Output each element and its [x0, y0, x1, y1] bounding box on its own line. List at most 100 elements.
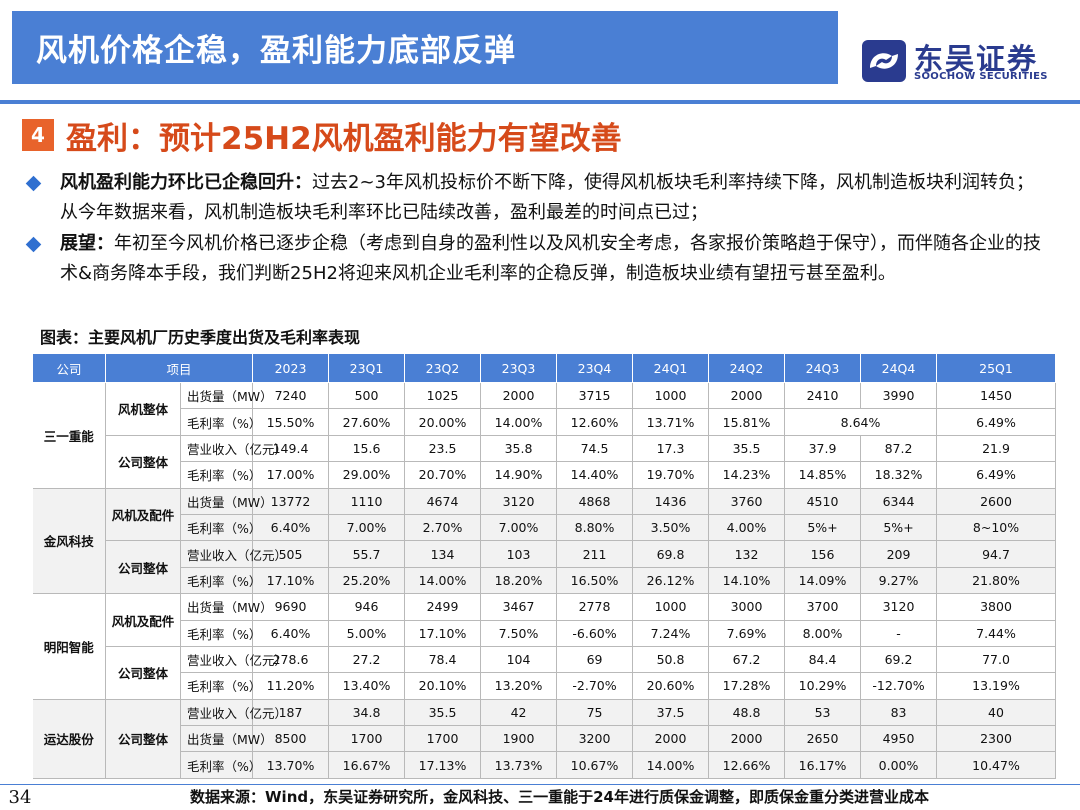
item-cell: 营业收入（亿元）: [179, 434, 287, 463]
col-header: 23Q2: [404, 353, 482, 383]
value-cell: 3700: [784, 593, 862, 621]
value-cell: 67.2: [708, 645, 786, 674]
value-cell: 69.8: [632, 540, 710, 568]
table-row: 毛利率（%） 15.50% 27.60% 20.00% 14.00% 12.60…: [33, 408, 1056, 436]
value-cell: 13.40%: [328, 672, 406, 700]
figure-title: 图表：主要风机厂历史季度出货及毛利率表现: [40, 328, 361, 347]
value-cell: 15.6: [328, 434, 406, 463]
bullet-lead: 风机盈利能力环比已企稳回升：: [60, 172, 312, 193]
value-cell: 3200: [556, 725, 634, 753]
table-row: 运达股份 公司整体 营业收入（亿元） 187 34.8 35.5 42 75 3…: [32, 698, 1056, 779]
value-cell: 1700: [404, 725, 482, 753]
value-cell: 17.10%: [252, 566, 330, 595]
item-cell: 出货量（MW）: [179, 593, 273, 621]
value-cell: -12.70%: [860, 672, 938, 700]
item-cell: 毛利率（%）: [179, 408, 261, 436]
company-cell: 三一重能: [32, 382, 106, 489]
value-cell: 12.60%: [556, 408, 634, 436]
table-row: 三一重能 风机整体 出货量（MW） 7240 500 1025 2000 371…: [32, 381, 1056, 489]
col-header: 24Q1: [632, 353, 710, 383]
value-cell: 69.2: [860, 645, 938, 674]
value-cell: 75: [556, 698, 634, 727]
value-cell: 15.81%: [708, 408, 786, 436]
value-cell: 20.60%: [632, 672, 710, 700]
company-cell: 明阳智能: [32, 593, 106, 700]
value-cell: 18.20%: [480, 566, 558, 595]
col-header: 24Q3: [784, 353, 862, 383]
value-cell: 4674: [404, 487, 482, 515]
value-cell: 74.5: [556, 434, 634, 463]
logo-text-en: SOOCHOW SECURITIES: [914, 71, 1048, 82]
col-header: 23Q1: [328, 353, 406, 383]
item-cell: 营业收入（亿元）: [179, 645, 287, 674]
col-header: 24Q2: [708, 353, 786, 383]
value-cell: 1000: [632, 593, 710, 621]
value-cell: 53: [784, 698, 862, 727]
value-cell: 3120: [480, 487, 558, 515]
table-row: 毛利率（%） 6.40% 5.00% 17.10% 7.50% -6.60% 7…: [33, 619, 1056, 647]
value-cell: 8~10%: [936, 513, 1056, 542]
value-cell: 20.00%: [404, 408, 482, 436]
value-cell: 13.20%: [480, 672, 558, 700]
value-cell: 13772: [252, 487, 330, 515]
value-cell: 7240: [252, 381, 330, 410]
table-row: 毛利率（%） 6.40% 7.00% 2.70% 7.00% 8.80% 3.5…: [33, 513, 1056, 542]
value-cell: 35.5: [404, 698, 482, 727]
section-title: 盈利：预计25H2风机盈利能力有望改善: [66, 121, 622, 157]
value-cell: 3467: [480, 593, 558, 621]
value-cell: 14.00%: [480, 408, 558, 436]
value-cell: 505: [252, 540, 330, 568]
value-cell: 69: [556, 645, 634, 674]
item-cell: 营业收入（亿元）: [179, 698, 287, 727]
value-cell: -2.70%: [556, 672, 634, 700]
value-cell: 42: [480, 698, 558, 727]
title-bar: 风机价格企稳，盈利能力底部反弹: [12, 11, 838, 84]
value-cell: 14.90%: [480, 461, 558, 489]
footer-background: [40, 785, 1080, 810]
value-cell: 3990: [860, 381, 938, 410]
value-cell: 78.4: [404, 645, 482, 674]
item-cell: 毛利率（%）: [179, 513, 261, 542]
value-cell: 3000: [708, 593, 786, 621]
value-cell: 7.69%: [708, 619, 786, 647]
value-cell: 0.00%: [860, 751, 938, 779]
value-cell: 40: [936, 698, 1056, 727]
item-cell: 毛利率（%）: [179, 619, 261, 647]
value-cell: 29.00%: [328, 461, 406, 489]
value-cell: 1000: [632, 381, 710, 410]
table-row: 公司整体 营业收入（亿元） 505 55.7 134 103 211 69.8 …: [33, 540, 1056, 595]
value-cell: 7.00%: [328, 513, 406, 542]
table-row: 公司整体 营业收入（亿元） 149.4 15.6 23.5 35.8 74.5 …: [33, 434, 1056, 489]
value-cell: 16.17%: [784, 751, 862, 779]
company-cell: 运达股份: [32, 698, 106, 779]
segment-cell: 公司整体: [105, 645, 181, 700]
value-cell: 25.20%: [328, 566, 406, 595]
value-cell: 7.00%: [480, 513, 558, 542]
value-cell: 35.8: [480, 434, 558, 463]
table-row: 金风科技 风机及配件 出货量（MW） 13772 1110 4674 3120 …: [32, 487, 1056, 595]
value-cell: 17.3: [632, 434, 710, 463]
value-cell: 13.73%: [480, 751, 558, 779]
segment-cell: 风机及配件: [105, 487, 181, 542]
col-header: 23Q3: [480, 353, 558, 383]
value-cell: 18.32%: [860, 461, 938, 489]
value-cell: 3.50%: [632, 513, 710, 542]
page-number: 34: [0, 785, 40, 810]
value-cell: 12.66%: [708, 751, 786, 779]
value-cell: 2410: [784, 381, 862, 410]
value-cell: 5%+: [784, 513, 862, 542]
value-cell: 55.7: [328, 540, 406, 568]
value-cell: 3800: [936, 593, 1056, 621]
value-cell: 8.80%: [556, 513, 634, 542]
table-row: 毛利率（%） 13.70% 16.67% 17.13% 13.73% 10.67…: [33, 751, 1056, 779]
value-cell: 17.00%: [252, 461, 330, 489]
value-cell: 1900: [480, 725, 558, 753]
value-cell: 132: [708, 540, 786, 568]
value-cell: 14.10%: [708, 566, 786, 595]
item-cell: 毛利率（%）: [179, 751, 261, 779]
value-cell: 20.70%: [404, 461, 482, 489]
table-row: 毛利率（%） 11.20% 13.40% 20.10% 13.20% -2.70…: [33, 672, 1056, 700]
value-cell: 5%+: [860, 513, 938, 542]
value-cell: 2000: [632, 725, 710, 753]
value-cell: 3715: [556, 381, 634, 410]
